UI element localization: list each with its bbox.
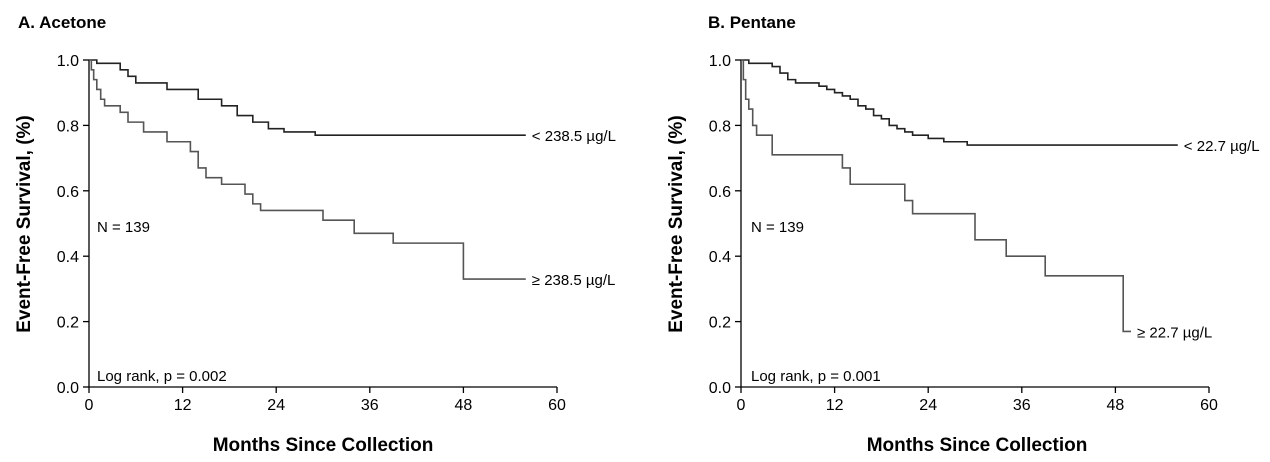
x-tick-label: 48: [455, 397, 473, 414]
series-label-1: ≥ 22.7 µg/L: [1137, 324, 1212, 341]
series-line-1: [741, 59, 1131, 333]
y-tick-label: 0.0: [709, 380, 731, 397]
x-tick-label: 24: [267, 397, 285, 414]
x-tick-label: 60: [1200, 397, 1218, 414]
y-tick-label: 0.2: [709, 315, 731, 332]
x-tick-label: 48: [1107, 397, 1125, 414]
chart-title: B. Pentane: [708, 13, 796, 32]
y-tick-label: 0.0: [57, 380, 79, 397]
tick-layer: 0 12 24 36 48 60 0.0 0.2 0.4 0.6 0.8 1.0: [57, 53, 566, 414]
series-line-1: [89, 59, 526, 280]
n-annotation: N = 139: [751, 219, 804, 236]
series-label-0: < 238.5 µg/L: [532, 128, 616, 145]
y-tick-label: 0.6: [709, 184, 731, 201]
y-tick-label: 1.0: [57, 53, 79, 70]
series-label-1: ≥ 238.5 µg/L: [532, 272, 616, 289]
panel-pentane: B. Pentane Months Since Collection Event…: [666, 13, 1260, 456]
chart-title: A. Acetone: [18, 13, 106, 32]
panel-acetone: A. Acetone Months Since Collection Event…: [14, 13, 616, 456]
y-tick-label: 0.8: [709, 118, 731, 135]
series-line-0: [741, 59, 1178, 146]
y-tick-label: 1.0: [709, 53, 731, 70]
y-tick-label: 0.2: [57, 315, 79, 332]
y-tick-label: 0.4: [709, 249, 731, 266]
y-axis-title: Event-Free Survival, (%): [666, 115, 687, 333]
series-layer: < 238.5 µg/L ≥ 238.5 µg/L: [89, 59, 616, 289]
x-axis-title: Months Since Collection: [213, 435, 434, 456]
x-axis-title: Months Since Collection: [867, 435, 1088, 456]
x-tick-label: 0: [85, 397, 94, 414]
y-axis-title: Event-Free Survival, (%): [14, 115, 35, 333]
series-label-0: < 22.7 µg/L: [1184, 138, 1260, 155]
series-line-0: [89, 59, 526, 137]
x-tick-label: 60: [548, 397, 566, 414]
series-layer: < 22.7 µg/L ≥ 22.7 µg/L: [741, 59, 1260, 341]
x-tick-label: 24: [919, 397, 937, 414]
logrank-annotation: Log rank, p = 0.002: [97, 368, 227, 385]
logrank-annotation: Log rank, p = 0.001: [751, 368, 881, 385]
y-tick-label: 0.4: [57, 249, 79, 266]
x-tick-label: 36: [1013, 397, 1031, 414]
x-tick-label: 12: [174, 397, 192, 414]
tick-layer: 0 12 24 36 48 60 0.0 0.2 0.4 0.6 0.8 1.0: [709, 53, 1218, 414]
n-annotation: N = 139: [97, 219, 150, 236]
x-tick-label: 36: [361, 397, 379, 414]
x-tick-label: 0: [737, 397, 746, 414]
y-tick-label: 0.6: [57, 184, 79, 201]
x-tick-label: 12: [826, 397, 844, 414]
y-tick-label: 0.8: [57, 118, 79, 135]
